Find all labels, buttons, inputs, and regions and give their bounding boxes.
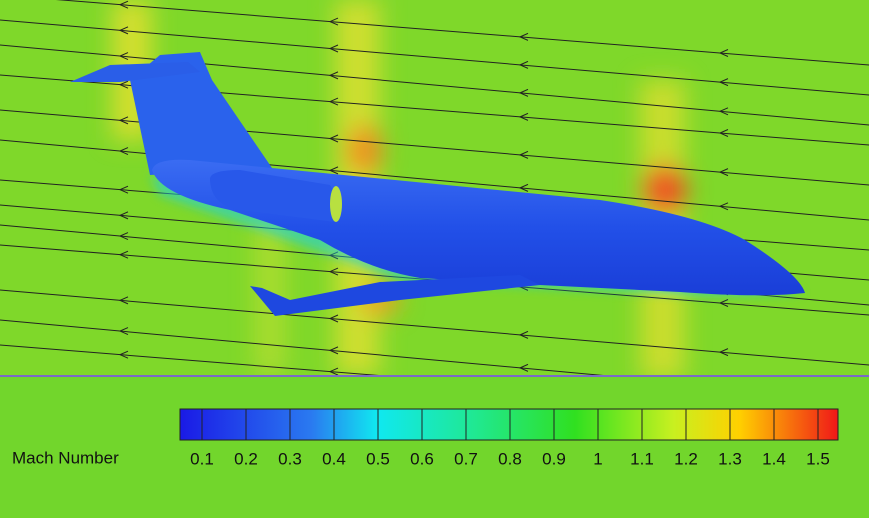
flow-arrow: [518, 60, 529, 69]
flow-arrow: [118, 80, 129, 89]
flow-arrow: [518, 112, 529, 121]
legend-panel: [0, 377, 869, 518]
colorbar-tick-label: 1.5: [806, 449, 830, 468]
colorbar-tick-label: 0.8: [498, 449, 522, 468]
colorbar-tick-label: 0.6: [410, 449, 434, 468]
colorbar-tick-label: 1.1: [630, 449, 654, 468]
colorbar-tick-label: 0.2: [234, 449, 258, 468]
flow-arrow: [328, 134, 339, 143]
flow-arrow: [328, 44, 339, 53]
streamline: [0, 139, 869, 221]
flow-arrow: [118, 350, 129, 359]
colorbar-tick-label: 0.4: [322, 449, 346, 468]
colorbar: [179, 408, 839, 441]
streamline: [55, 0, 869, 66]
flow-arrow: [518, 363, 529, 372]
streamline: [0, 19, 869, 96]
colorbar-tick-label: 0.9: [542, 449, 566, 468]
wing: [250, 275, 540, 316]
flow-arrow: [328, 17, 339, 26]
flow-arrow: [718, 129, 729, 137]
flow-arrow: [328, 71, 339, 80]
flow-arrow: [718, 168, 729, 177]
flow-arrow: [328, 367, 339, 376]
flow-arrow: [718, 49, 729, 57]
legend-title: Mach Number: [12, 448, 119, 467]
colorbar-tick-label: 0.5: [366, 449, 390, 468]
flow-arrow: [328, 166, 339, 175]
flow-arrow: [518, 150, 529, 159]
flow-arrow: [118, 116, 129, 125]
flow-arrow: [518, 183, 529, 192]
aircraft: [70, 52, 805, 316]
colorbar-tick-label: 1.3: [718, 449, 742, 468]
flow-arrow: [718, 202, 729, 211]
flow-arrow: [518, 32, 529, 41]
flow-arrow: [328, 267, 339, 276]
flow-arrow: [328, 97, 339, 106]
flow-arrow: [118, 211, 129, 220]
flow-arrow: [118, 52, 129, 61]
flow-arrow: [518, 330, 529, 339]
flow-arrow: [518, 88, 529, 97]
flow-arrow: [328, 346, 339, 355]
streamline: [0, 289, 869, 366]
flow-arrow: [118, 26, 129, 35]
flow-arrow: [118, 185, 129, 194]
flow-arrow: [718, 78, 729, 87]
colorbar-tick-label: 0.3: [278, 449, 302, 468]
colorbar-tick-label: 0.7: [454, 449, 478, 468]
flow-arrow: [118, 327, 129, 336]
flow-arrow: [718, 299, 729, 307]
flow-arrow: [118, 250, 129, 259]
flow-arrow: [328, 314, 339, 323]
colorbar-tick-label: 1: [593, 449, 602, 468]
engine-inlet: [330, 186, 342, 222]
streamline: [0, 44, 869, 126]
flow-arrow: [118, 296, 129, 305]
tail-fin: [130, 52, 272, 175]
flow-arrow: [718, 348, 729, 357]
flow-arrow: [118, 0, 129, 9]
colorbar-tick-label: 0.1: [190, 449, 214, 468]
flow-arrow: [118, 147, 129, 156]
flow-arrow: [718, 107, 729, 116]
colorbar-tick-label: 1.2: [674, 449, 698, 468]
engine: [210, 170, 337, 222]
stabilizer: [70, 62, 200, 82]
colorbar-ticks: 0.1 0.2 0.3 0.4 0.5 0.6 0.7 0.8 0.9 1 1.1 1.2 1.3 1.4…: [190, 409, 830, 468]
flow-arrow: [118, 232, 129, 241]
colorbar-tick-label: 1.4: [762, 449, 786, 468]
